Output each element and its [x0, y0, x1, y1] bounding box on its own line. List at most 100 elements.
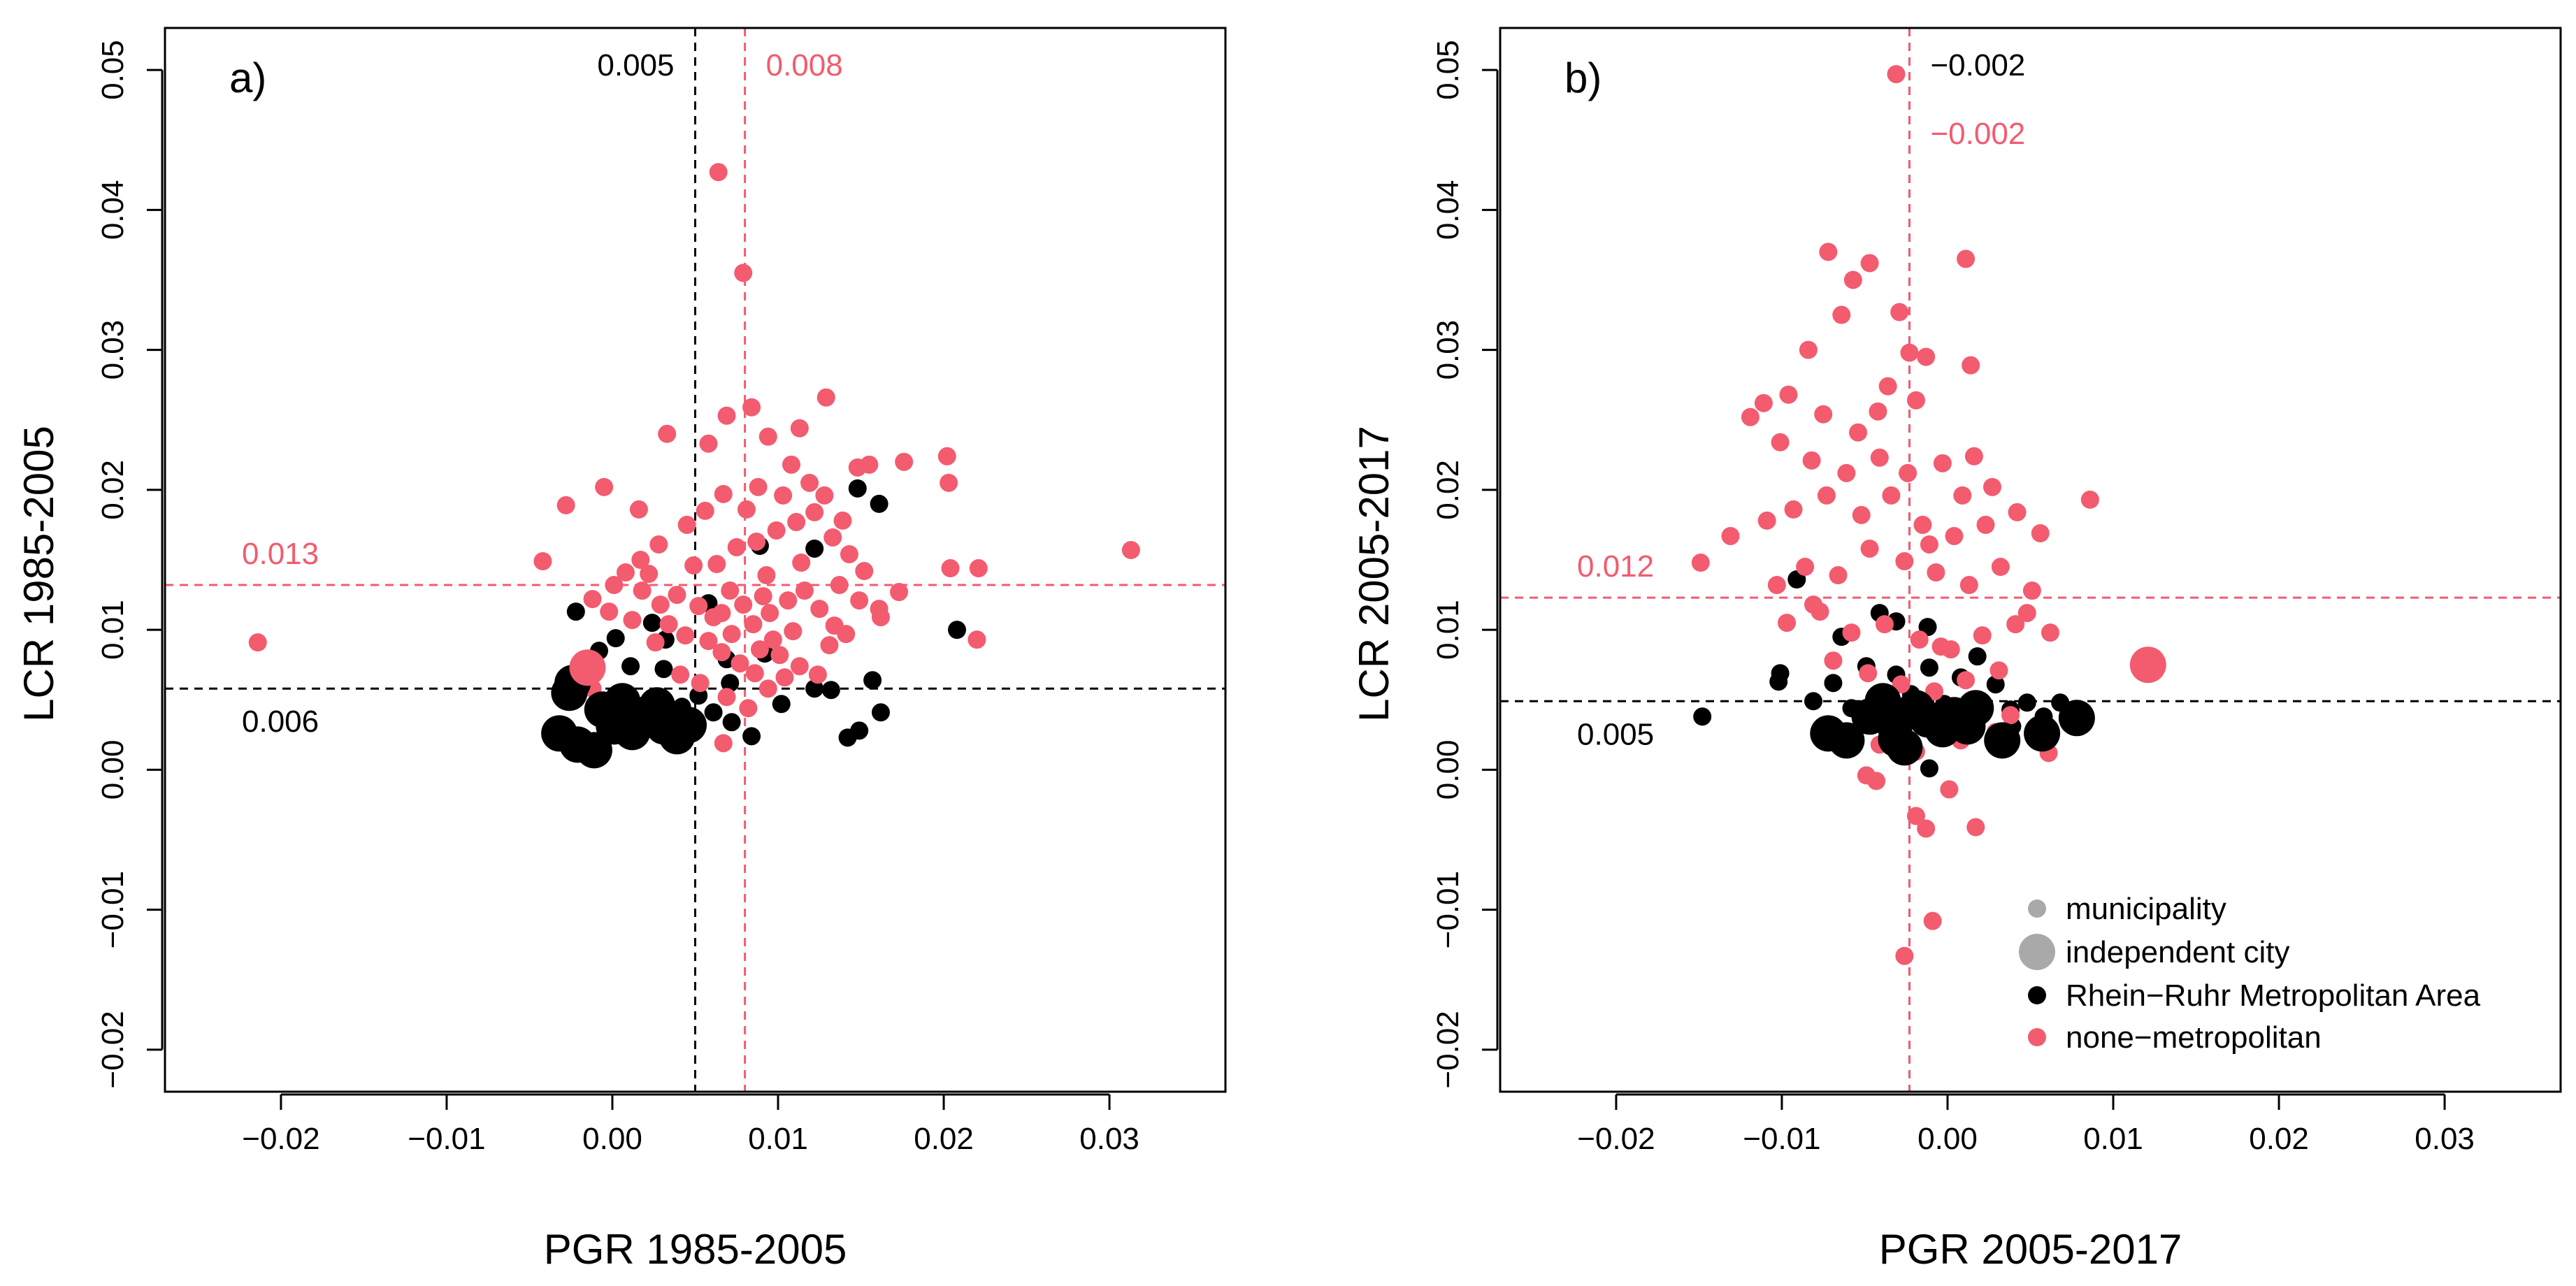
non-metro-municipality-point	[633, 581, 652, 600]
non-metro-municipality-point	[623, 611, 642, 630]
non-metro-municipality-point	[1804, 595, 1822, 614]
non-metro-municipality-point	[699, 632, 718, 651]
panel-a-y-title: LCR 1985-2005	[15, 426, 62, 722]
metro-municipality-point	[805, 539, 824, 558]
metro-municipality-point	[721, 674, 740, 693]
non-metro-municipality-point	[712, 604, 731, 623]
non-metro-municipality-point	[1933, 454, 1952, 472]
panel-b-points	[1691, 65, 2166, 965]
non-metro-municipality-point	[717, 406, 736, 425]
metro-municipality-point	[1920, 759, 1938, 778]
x-tick-label: 0.00	[582, 1122, 642, 1156]
non-metro-municipality-point	[2022, 581, 2041, 600]
non-metro-municipality-point	[1906, 807, 1925, 825]
non-metro-municipality-point	[1953, 486, 1972, 505]
non-metro-municipality-point	[646, 633, 665, 652]
metro-municipality-point	[566, 602, 585, 621]
non-metro-municipality-point	[734, 263, 753, 282]
y-tick-label: 0.01	[1431, 600, 1465, 660]
non-metro-municipality-point	[969, 559, 988, 578]
non-metro-municipality-point	[782, 455, 800, 474]
y-tick-label: 0.03	[1431, 320, 1465, 380]
non-metro-municipality-point	[749, 477, 768, 496]
non-metro-municipality-point	[1796, 558, 1815, 577]
legend-marker-municipality	[2028, 900, 2046, 918]
panel-b-x-title: PGR 2005-2017	[1879, 1226, 2182, 1273]
non-metro-municipality-point	[676, 626, 695, 645]
legend-marker-independent-city	[2019, 934, 2055, 970]
non-metro-municipality-point	[1860, 539, 1879, 558]
non-metro-municipality-point	[2041, 623, 2059, 642]
non-metro-municipality-point	[600, 602, 619, 621]
non-metro-municipality-point	[1983, 477, 2001, 496]
non-metro-municipality-point	[1843, 270, 1862, 289]
legend-non-metro: none−metropolitan	[2066, 1020, 2322, 1055]
non-metro-municipality-point	[779, 591, 798, 610]
non-metro-municipality-point	[940, 473, 958, 492]
y-tick-label: 0.00	[1431, 740, 1465, 800]
non-metro-municipality-point	[1721, 526, 1740, 545]
non-metro-municipality-point	[1779, 385, 1798, 404]
x-tick-label: 0.02	[914, 1122, 974, 1156]
non-metro-municipality-point	[1837, 463, 1856, 482]
y-tick-label: −0.02	[96, 1011, 130, 1088]
x-tick-label: 0.03	[1079, 1122, 1139, 1156]
metro-municipality-point	[863, 671, 882, 690]
ref-label-nonmetro-horizontal: 0.013	[242, 537, 319, 571]
non-metro-municipality-point	[727, 537, 746, 556]
panel-a-label: a)	[229, 55, 266, 101]
non-metro-municipality-point	[1824, 651, 1843, 670]
non-metro-municipality-point	[763, 630, 782, 649]
non-metro-municipality-point	[1895, 552, 1914, 571]
non-metro-municipality-point	[248, 633, 267, 652]
non-metro-municipality-point	[1860, 254, 1879, 273]
non-metro-municipality-point	[677, 515, 696, 534]
non-metro-municipality-point	[1829, 566, 1848, 585]
non-metro-municipality-point	[1852, 505, 1871, 524]
non-metro-municipality-point	[967, 630, 986, 649]
non-metro-municipality-point	[1900, 343, 1919, 362]
ref-label-metro-vertical: 0.005	[597, 48, 674, 82]
metro-city-point	[670, 707, 707, 744]
y-tick-label: 0.04	[1431, 180, 1465, 240]
non-metro-municipality-point	[855, 562, 874, 581]
non-metro-municipality-point	[1882, 486, 1901, 505]
panel-a-x-axis: −0.02 −0.01 0.00 0.01 0.02 0.03	[242, 1093, 1139, 1156]
non-metro-municipality-point	[1771, 433, 1790, 451]
non-metro-municipality-point	[1757, 511, 1776, 530]
non-metro-municipality-point	[1754, 393, 1773, 412]
non-metro-municipality-point	[1892, 675, 1911, 694]
non-metro-municipality-point	[1819, 243, 1838, 261]
non-metro-municipality-point	[1976, 515, 1995, 534]
non-metro-municipality-point	[823, 528, 842, 547]
non-metro-municipality-point	[734, 595, 753, 614]
y-tick-label: 0.05	[96, 40, 130, 100]
non-metro-municipality-point	[1927, 563, 1945, 582]
non-metro-municipality-point	[629, 500, 648, 519]
ref-label-metro-horizontal: 0.005	[1577, 717, 1654, 751]
non-metro-municipality-point	[784, 622, 803, 641]
non-metro-municipality-point	[659, 615, 678, 634]
panel-b-reference-labels: −0.002 −0.002 0.005 0.012	[1577, 48, 2025, 751]
metro-municipality-point	[805, 679, 824, 698]
non-metro-municipality-point	[837, 625, 856, 644]
non-metro-municipality-point	[1931, 637, 1950, 656]
non-metro-municipality-point	[774, 486, 793, 505]
non-metro-municipality-point	[937, 447, 956, 465]
non-metro-municipality-point	[1859, 664, 1878, 683]
metro-municipality-point	[742, 727, 761, 746]
non-metro-municipality-point	[941, 559, 960, 578]
metro-municipality-point	[621, 657, 640, 676]
non-metro-municipality-point	[1778, 614, 1797, 633]
non-metro-municipality-point	[1957, 250, 1976, 268]
x-tick-label: 0.03	[2415, 1122, 2475, 1156]
metro-municipality-point	[722, 713, 741, 732]
non-metro-municipality-point	[795, 581, 814, 600]
metro-city-point	[1828, 722, 1865, 759]
y-tick-label: −0.01	[1431, 871, 1465, 948]
non-metro-municipality-point	[744, 615, 763, 634]
non-metro-municipality-point	[1940, 780, 1959, 799]
non-metro-municipality-point	[696, 501, 714, 520]
non-metro-municipality-point	[761, 604, 779, 623]
y-tick-label: −0.01	[96, 871, 130, 948]
